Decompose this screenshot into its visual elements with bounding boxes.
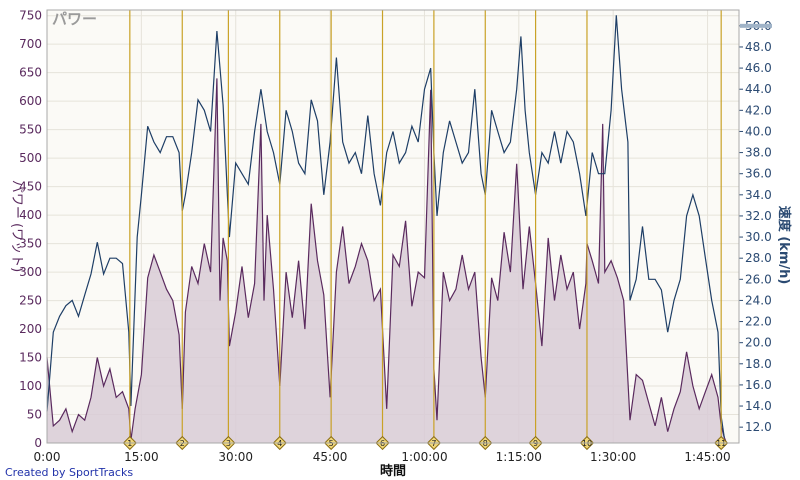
right-tick-label: 40.0: [745, 124, 772, 138]
x-tick-label: 15:00: [124, 450, 159, 464]
right-tick-label: 36.0: [745, 167, 772, 181]
left-tick-label: 200: [19, 322, 42, 336]
speed-line: [46, 15, 725, 438]
plot-border: [46, 9, 740, 444]
left-tick-label: 100: [19, 379, 42, 393]
x-tick-label: 1:45:00: [684, 450, 730, 464]
left-tick-label: 750: [19, 9, 42, 23]
right-tick-label: 16.0: [745, 378, 772, 392]
right-tick-label: 30.0: [745, 230, 772, 244]
left-tick-label: 150: [19, 351, 42, 365]
axes: 0 50 100 150 200 250 300 350 400 450 500 550 600 650 7…: [19, 9, 772, 464]
right-tick-label: 34.0: [745, 188, 772, 202]
right-tick-label: 20.0: [745, 336, 772, 350]
left-tick-label: 600: [19, 94, 42, 108]
power-area: [47, 78, 727, 444]
left-tick-label: 550: [19, 123, 42, 137]
right-tick-label: 18.0: [745, 357, 772, 371]
x-tick-label: 1:30:00: [590, 450, 636, 464]
right-tick-label: 24.0: [745, 293, 772, 307]
left-tick-label: 450: [19, 180, 42, 194]
chart-title: パワー: [52, 10, 97, 28]
left-tick-label: 700: [19, 37, 42, 51]
right-tick-label: 14.0: [745, 399, 772, 413]
right-tick-label: 38.0: [745, 146, 772, 160]
x-tick-label: 0:00: [34, 450, 61, 464]
right-tick-label: 46.0: [745, 61, 772, 75]
right-tick-label: 42.0: [745, 103, 772, 117]
x-tick-label: 45:00: [313, 450, 348, 464]
left-tick-label: 250: [19, 294, 42, 308]
left-tick-label: 350: [19, 237, 42, 251]
left-tick-label: 0: [34, 436, 42, 450]
left-tick-label: 300: [19, 265, 42, 279]
x-axis-title: 時間: [380, 463, 406, 479]
right-axis-title: 速度 (km/h): [776, 206, 792, 285]
x-tick-label: 1:15:00: [496, 450, 542, 464]
right-axis-marker: [740, 23, 772, 28]
right-tick-label: 44.0: [745, 82, 772, 96]
left-axis-title: パワー (ワット): [9, 180, 24, 272]
left-tick-label: 650: [19, 66, 42, 80]
left-tick-label: 400: [19, 208, 42, 222]
right-tick-label: 12.0: [745, 420, 772, 434]
x-tick-label: 30:00: [218, 450, 253, 464]
right-tick-label: 28.0: [745, 251, 772, 265]
x-tick-label: 1:00:00: [401, 450, 447, 464]
left-tick-label: 500: [19, 151, 42, 165]
right-tick-label: 22.0: [745, 315, 772, 329]
right-tick-label: 48.0: [745, 40, 772, 54]
right-tick-label: 32.0: [745, 209, 772, 223]
right-tick-label: 26.0: [745, 272, 772, 286]
credit-label: Created by SportTracks: [5, 466, 133, 479]
power-line: [46, 78, 727, 444]
left-tick-label: 50: [27, 408, 42, 422]
